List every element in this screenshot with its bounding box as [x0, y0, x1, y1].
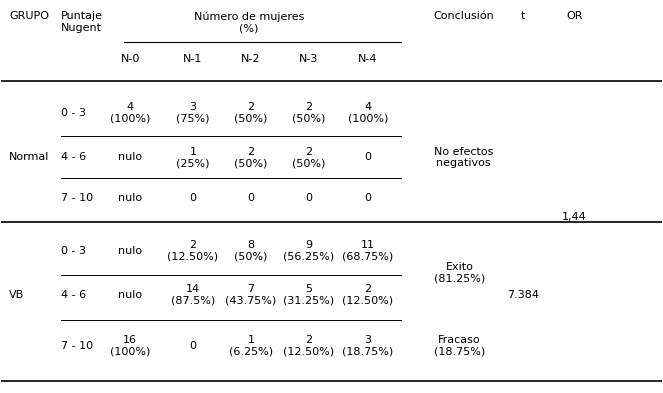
- Text: 4
(100%): 4 (100%): [110, 102, 151, 123]
- Text: VB: VB: [9, 290, 25, 300]
- Text: Conclusión: Conclusión: [434, 11, 495, 21]
- Text: 7 - 10: 7 - 10: [61, 341, 93, 351]
- Text: nulo: nulo: [118, 193, 142, 203]
- Text: OR: OR: [566, 11, 583, 21]
- Text: GRUPO: GRUPO: [9, 11, 49, 21]
- Text: N-2: N-2: [241, 54, 261, 64]
- Text: Normal: Normal: [9, 152, 50, 162]
- Text: 1
(6.25%): 1 (6.25%): [229, 335, 273, 356]
- Text: 4 - 6: 4 - 6: [61, 152, 86, 162]
- Text: nulo: nulo: [118, 290, 142, 300]
- Text: nulo: nulo: [118, 152, 142, 162]
- Text: N-3: N-3: [299, 54, 318, 64]
- Text: 9
(56.25%): 9 (56.25%): [283, 241, 334, 262]
- Text: 2
(50%): 2 (50%): [292, 147, 325, 168]
- Text: No efectos
negativos: No efectos negativos: [434, 147, 493, 168]
- Text: 7
(43.75%): 7 (43.75%): [225, 284, 276, 306]
- Text: Número de mujeres
(%): Número de mujeres (%): [194, 11, 304, 33]
- Text: 0: 0: [190, 193, 196, 203]
- Text: 2
(12.50%): 2 (12.50%): [342, 284, 393, 306]
- Text: 8
(50%): 8 (50%): [234, 241, 268, 262]
- Text: 2
(12.50%): 2 (12.50%): [283, 335, 334, 356]
- Text: Fracaso
(18.75%): Fracaso (18.75%): [434, 335, 485, 356]
- Text: 4 - 6: 4 - 6: [61, 290, 86, 300]
- Text: 11
(68.75%): 11 (68.75%): [342, 241, 393, 262]
- Text: 0 - 3: 0 - 3: [61, 108, 86, 118]
- Text: nulo: nulo: [118, 246, 142, 256]
- Text: 1,44: 1,44: [562, 212, 587, 222]
- Text: 0: 0: [364, 152, 371, 162]
- Text: 0 - 3: 0 - 3: [61, 246, 86, 256]
- Text: 0: 0: [305, 193, 312, 203]
- Text: t: t: [520, 11, 525, 21]
- Text: 7.384: 7.384: [507, 290, 539, 300]
- Text: N-1: N-1: [183, 54, 202, 64]
- Text: 14
(87.5%): 14 (87.5%): [171, 284, 215, 306]
- Text: 0: 0: [247, 193, 255, 203]
- Text: N-0: N-0: [121, 54, 140, 64]
- Text: 1
(25%): 1 (25%): [176, 147, 210, 168]
- Text: 0: 0: [364, 193, 371, 203]
- Text: 2
(12.50%): 2 (12.50%): [167, 241, 218, 262]
- Text: 2
(50%): 2 (50%): [234, 147, 268, 168]
- Text: 3
(18.75%): 3 (18.75%): [342, 335, 393, 356]
- Text: Puntaje
Nugent: Puntaje Nugent: [61, 11, 103, 33]
- Text: 5
(31.25%): 5 (31.25%): [283, 284, 334, 306]
- Text: 3
(75%): 3 (75%): [176, 102, 210, 123]
- Text: 16
(100%): 16 (100%): [110, 335, 151, 356]
- Text: 2
(50%): 2 (50%): [292, 102, 325, 123]
- Text: 7 - 10: 7 - 10: [61, 193, 93, 203]
- Text: 2
(50%): 2 (50%): [234, 102, 268, 123]
- Text: 4
(100%): 4 (100%): [347, 102, 388, 123]
- Text: Exito
(81.25%): Exito (81.25%): [434, 262, 485, 284]
- Text: 0: 0: [190, 341, 196, 351]
- Text: N-4: N-4: [358, 54, 377, 64]
